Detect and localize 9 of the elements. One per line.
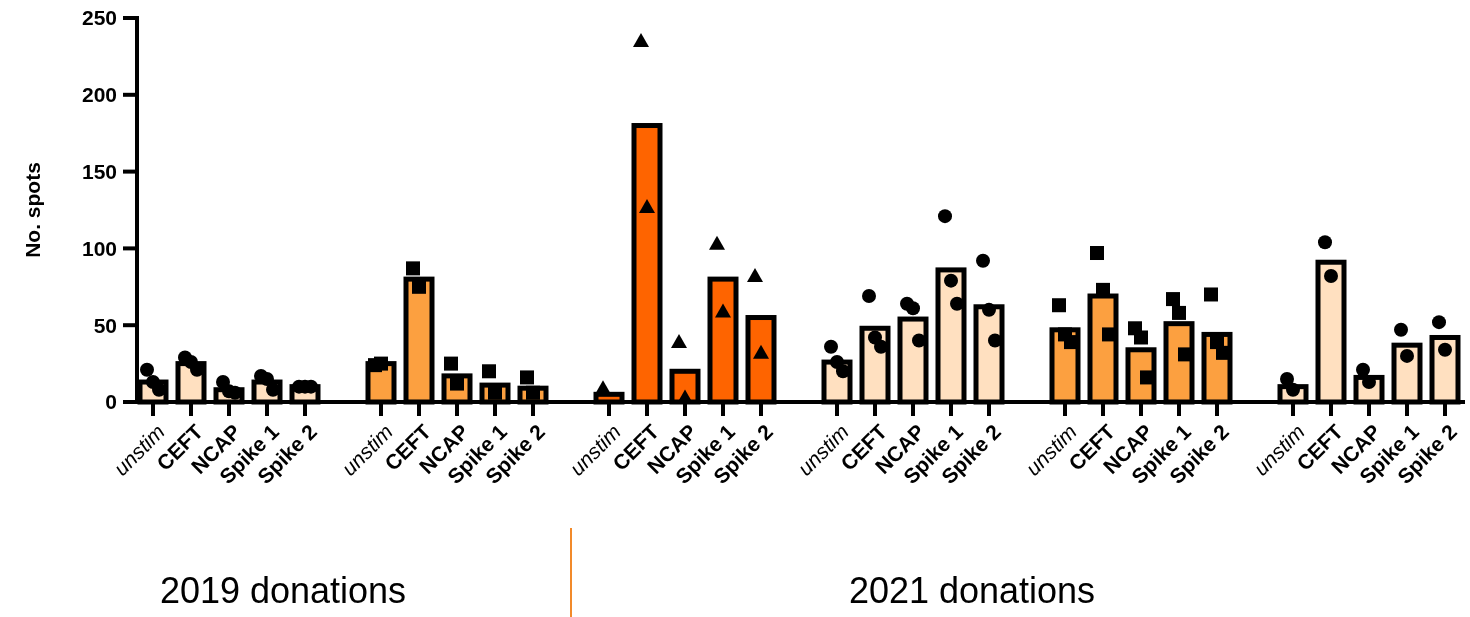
text: 2019 donations <box>159 570 407 611</box>
y-tick-label: 100 <box>81 236 117 260</box>
y-tick-label: 200 <box>81 83 117 107</box>
y-tick-label: 150 <box>81 159 117 183</box>
text: 2021 donations <box>848 570 1096 611</box>
y-tick-label: 50 <box>93 313 117 337</box>
y-tick-label: 250 <box>81 6 117 30</box>
y-tick-label: 0 <box>105 390 117 414</box>
y-axis-title: No. spots <box>21 162 44 258</box>
